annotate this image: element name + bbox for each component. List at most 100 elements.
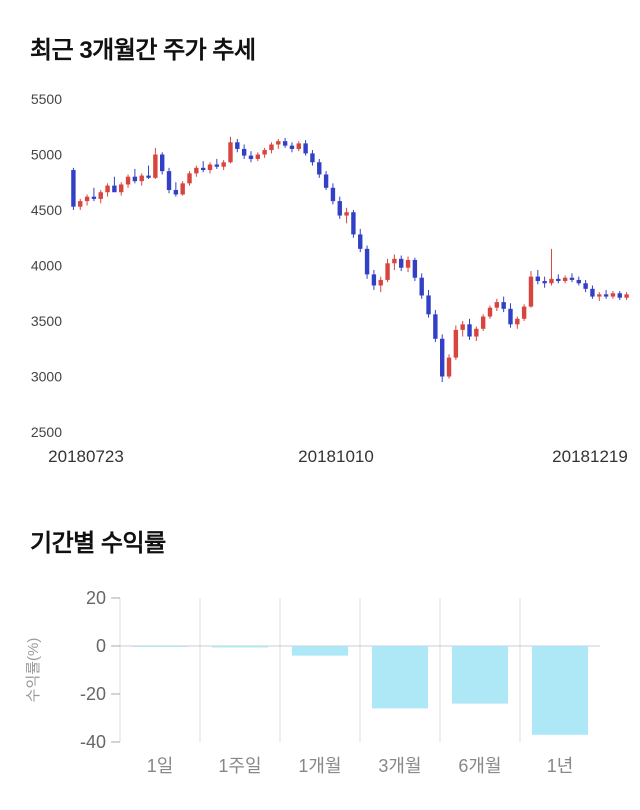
candle (494, 298, 500, 312)
candle (269, 142, 274, 154)
candle (317, 158, 322, 178)
price-y-tick-label: 5000 (31, 147, 62, 163)
candle (180, 181, 185, 196)
candle (446, 354, 452, 379)
candle (153, 147, 158, 179)
candle (358, 228, 363, 253)
candle (330, 183, 336, 205)
candle (214, 158, 220, 169)
candle (112, 176, 117, 193)
candle (221, 160, 226, 171)
candle (515, 316, 520, 329)
candle (159, 152, 165, 175)
candle (146, 165, 151, 179)
candle (569, 273, 575, 283)
candle (282, 137, 288, 148)
returns-y-tick-label: 0 (96, 636, 106, 656)
returns-category-label: 6개월 (458, 756, 501, 776)
candle (344, 207, 349, 224)
returns-y-tick-label: -40 (80, 732, 106, 752)
price-x-date-label: 20181010 (298, 447, 374, 466)
candle (255, 152, 261, 162)
candle (528, 271, 534, 308)
returns-y-tick-label: -20 (80, 684, 106, 704)
candle (474, 326, 479, 341)
return-bar (212, 646, 268, 648)
candle (535, 269, 541, 285)
price-y-tick-label: 4000 (31, 258, 62, 274)
returns-category-label: 1일 (147, 756, 174, 776)
price-y-tick-label: 5500 (31, 91, 62, 107)
candle (521, 304, 527, 321)
price-candlestick-chart: 5500 5000 4500 4000 3500 3000 2500 20180723 2018… (31, 91, 629, 466)
candle (460, 321, 465, 337)
returns-category-label: 3개월 (378, 756, 421, 776)
candle (187, 171, 192, 186)
candle (310, 150, 315, 166)
price-x-date-label: 20180723 (48, 447, 124, 466)
candle (508, 303, 513, 328)
candle (132, 168, 138, 184)
return-bar (532, 646, 588, 735)
returns-category-label: 1주일 (218, 756, 261, 776)
price-x-date-label: 20181219 (552, 447, 628, 466)
candle (105, 183, 110, 197)
candle (610, 291, 616, 299)
candle (276, 138, 281, 149)
candle (91, 187, 97, 202)
candle (405, 256, 411, 273)
candle (433, 309, 438, 343)
candle (399, 255, 404, 272)
candle (542, 276, 547, 288)
candle (439, 334, 445, 383)
candle (371, 269, 377, 290)
candle (139, 173, 144, 186)
candle (426, 289, 431, 318)
candle (576, 276, 581, 286)
candle (617, 291, 622, 300)
candle (200, 161, 206, 173)
candle (194, 165, 199, 177)
return-bar (452, 646, 508, 704)
candle (480, 314, 486, 331)
candle (385, 258, 390, 283)
candle (467, 318, 472, 340)
candle (419, 273, 424, 299)
candle (590, 285, 595, 299)
return-bar (292, 646, 348, 656)
price-trend-title: 최근 3개월간 주가 추세 (30, 37, 256, 64)
price-y-tick-label: 3000 (31, 369, 62, 385)
candle (487, 305, 493, 319)
returns-bar-chart: 20 0 -20 -40 수익률(%) 1일 1주일 1개월 3개월 6개월 1년 (25, 588, 600, 776)
candle (624, 292, 629, 300)
candle (235, 138, 240, 153)
candle (289, 142, 295, 153)
returns-ylabel: 수익률(%) (25, 638, 42, 703)
return-bar (372, 646, 428, 709)
candle (98, 190, 103, 204)
candle (351, 210, 356, 238)
candle (549, 248, 554, 286)
returns-y-tick-label: 20 (86, 588, 106, 608)
return-bar (132, 646, 188, 647)
candle (562, 275, 568, 284)
candle (303, 140, 308, 156)
candle (84, 194, 90, 206)
price-y-tick-label: 4500 (31, 202, 62, 218)
candle (125, 174, 131, 188)
candle (248, 151, 254, 163)
price-y-tick-label: 2500 (31, 424, 62, 440)
candle (453, 325, 459, 360)
candle (597, 292, 602, 302)
candle (296, 141, 301, 152)
candle (323, 171, 329, 191)
candle (364, 245, 370, 279)
candle (262, 147, 267, 158)
price-y-tick-label: 3500 (31, 313, 62, 329)
candle (71, 167, 76, 210)
candle (412, 257, 418, 282)
candle (119, 182, 124, 196)
returns-category-label: 1년 (547, 756, 574, 776)
candle (166, 167, 172, 194)
